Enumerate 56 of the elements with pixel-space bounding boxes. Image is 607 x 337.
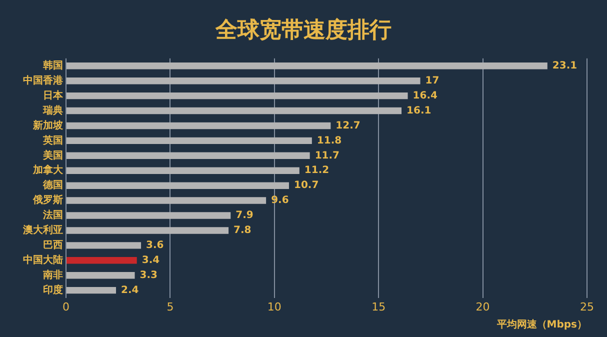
y-tick-label: 英国 (42, 134, 63, 146)
bar (66, 286, 116, 294)
y-tick-label: 德国 (42, 179, 63, 192)
y-tick-label: 澳大利亚 (22, 224, 63, 236)
data-label: 7.9 (236, 210, 254, 222)
data-label: 10.7 (294, 180, 319, 192)
x-tick-label: 25 (580, 300, 594, 314)
x-axis-title: 平均网速（Mbps） (496, 318, 587, 331)
data-label: 3.6 (146, 240, 164, 252)
bar (66, 107, 402, 114)
y-tick-label: 新加坡 (32, 119, 64, 132)
data-label: 11.7 (314, 150, 340, 162)
data-label: 11.8 (316, 135, 342, 146)
data-label: 3.3 (140, 270, 158, 281)
y-tick-label: 印度 (43, 284, 63, 296)
bar (66, 122, 331, 130)
bar (66, 197, 266, 204)
x-tick-label: 10 (267, 300, 282, 314)
y-tick-label: 日本 (43, 89, 64, 102)
bar (66, 167, 300, 174)
y-tick-label: 巴西 (43, 240, 63, 252)
bar (66, 242, 142, 249)
bar (66, 227, 229, 234)
data-label: 16.1 (406, 105, 432, 116)
bar (66, 62, 548, 70)
chart-title: 全球宽带速度排行 (214, 16, 392, 43)
bar (66, 152, 310, 160)
data-label: 16.4 (412, 90, 438, 102)
x-tick-label: 5 (166, 300, 174, 314)
x-tick-label: 20 (476, 300, 490, 314)
data-label: 9.6 (271, 195, 289, 206)
bar (66, 272, 135, 279)
y-tick-label: 加拿大 (32, 164, 64, 176)
data-label: 11.2 (304, 165, 330, 176)
bar (66, 212, 231, 219)
bar (66, 182, 289, 189)
x-tick-label: 0 (62, 300, 70, 314)
bar (66, 77, 420, 84)
y-tick-label: 美国 (42, 149, 63, 162)
y-tick-label: 俄罗斯 (32, 194, 63, 206)
y-tick-label: 中国大陆 (23, 254, 63, 266)
y-tick-label: 韩国 (42, 59, 63, 72)
y-tick-label: 南非 (42, 268, 63, 281)
y-tick-label: 中国香港 (23, 74, 64, 86)
bar (66, 137, 312, 144)
y-tick-label: 法国 (42, 209, 63, 222)
data-label: 17 (425, 75, 440, 86)
data-label: 2.4 (121, 284, 139, 296)
data-label: 7.8 (234, 225, 252, 236)
data-label: 3.4 (142, 254, 160, 266)
bar (66, 92, 408, 100)
data-label: 23.1 (552, 60, 578, 72)
y-tick-label: 瑞典 (42, 104, 63, 116)
data-label: 12.7 (336, 120, 360, 132)
x-tick-label: 15 (372, 300, 386, 314)
bar (66, 257, 137, 264)
